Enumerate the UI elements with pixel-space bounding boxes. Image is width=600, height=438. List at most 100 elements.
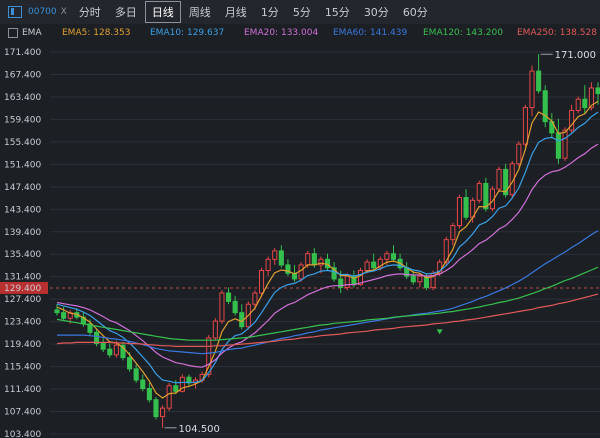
legend-ema250: EMA250: 138.528 [517,28,597,38]
legend-ema20: EMA20: 133.004 [244,28,318,38]
candle-body [173,385,179,392]
y-tick-label: 131.400 [4,273,41,283]
tab-daily[interactable]: 日线 [144,1,181,23]
candle-body [265,258,271,272]
candle-body [522,107,528,145]
candle-body [232,300,238,314]
candle-body [357,270,364,286]
candle-body [371,261,377,269]
y-tick-label: 111.400 [4,385,41,395]
ema-line-ema250 [56,293,599,347]
candlestick-chart[interactable]: 171.400 167.400 163.400 159.400 155.400 151.4… [0,42,600,438]
candle-body [100,343,106,350]
candle-body [298,264,304,280]
candle-body [225,292,232,302]
legend-ema120: EMA120: 143.200 [423,28,503,38]
y-tick-label: 107.400 [4,408,41,418]
y-tick-label: 143.400 [4,205,41,215]
tab-30min[interactable]: 30分 [363,6,389,19]
candle-body [344,275,350,288]
candle-body [153,399,159,418]
candle-body [390,253,397,260]
y-tick-label: 171.400 [4,48,41,58]
candle-body [113,344,119,356]
candle-body [219,292,225,322]
y-tick-label: 147.400 [4,183,41,193]
legend-ema5-label: EMA5: [62,28,91,38]
current-price-badge [0,281,48,294]
stock-code: 00700 [28,7,57,17]
ema-line-ema120 [56,266,599,341]
candle-body [87,323,93,333]
candle-body [94,331,100,345]
candle-body [536,70,542,92]
candle-body [212,320,218,339]
y-tick-label: 127.400 [4,295,41,305]
legend-ema250-label: EMA250: [517,28,557,38]
candle-body [179,376,185,392]
candle-body [569,109,575,131]
candle-body [133,368,139,381]
candle-body [582,98,588,109]
candle-body [450,225,456,241]
candle-body [555,132,561,159]
candle-body [529,70,535,109]
ema-line-ema60 [57,230,599,355]
legend-ema10-label: EMA10: [150,28,185,38]
tab-weekly[interactable]: 周线 [188,6,211,19]
indicator-selector[interactable]: EMA [8,28,42,38]
tab-intraday[interactable]: 分时 [78,6,101,19]
tab-multi-day[interactable]: 多日 [114,6,137,19]
y-tick-label: 139.400 [4,228,41,238]
candle-body [272,250,278,260]
candle-body [258,270,265,294]
current-price-label: 129.400 [4,284,41,294]
indicator-name: EMA [22,28,42,38]
y-tick-label: 167.400 [4,70,41,80]
candle-body [476,182,482,201]
y-tick-label: 163.400 [4,93,41,103]
candle-body [160,407,166,418]
candle-body [483,182,489,210]
y-tick-label: 159.400 [4,115,41,125]
y-tick-label: 151.400 [4,160,41,170]
indicator-legend: EMA EMA5: 128.353 EMA10: 129.637 EMA20: … [0,24,600,42]
legend-ema60: EMA60: 141.439 [333,28,407,38]
candle-body [384,253,390,260]
legend-ema10: EMA10: 129.637 [150,28,224,38]
candle-body [107,348,113,356]
candle-body [318,258,324,266]
ema-line-ema10 [56,111,599,384]
candle-body [305,253,311,266]
candle-body [516,143,522,165]
candle-body [146,387,152,401]
toolbar: 00700 X 分时 多日 日线 周线 月线 1分 5分 15分 30分 60分 [0,0,600,25]
legend-ema20-value: 133.004 [280,28,319,38]
candle-body [285,264,291,274]
tab-monthly[interactable]: 月线 [224,6,247,19]
legend-ema60-label: EMA60: [333,28,368,38]
ema-line-ema5 [56,100,599,399]
y-tick-label: 135.400 [4,250,41,260]
candle-body [278,250,284,266]
tab-1min[interactable]: 1分 [260,6,279,19]
candle-body [120,344,126,359]
tab-15min[interactable]: 15分 [324,6,350,19]
tab-60min[interactable]: 60分 [402,6,428,19]
close-icon[interactable]: X [60,7,67,17]
legend-ema60-value: 141.439 [369,28,408,38]
candle-body [588,87,594,109]
legend-ema250-value: 138.528 [559,28,597,38]
candle-body [61,312,67,319]
tab-5min[interactable]: 5分 [292,6,311,19]
checkbox-icon [8,28,18,38]
high-annotation: 171.000 [555,50,596,61]
y-tick-label: 119.400 [4,340,41,350]
candle-body [542,90,548,123]
candle-body [206,337,212,375]
legend-ema120-label: EMA120: [423,28,463,38]
y-tick-label: 155.400 [4,138,41,148]
candle-body [331,267,337,280]
chart-panel-icon[interactable] [8,6,22,18]
candle-body [377,258,383,269]
